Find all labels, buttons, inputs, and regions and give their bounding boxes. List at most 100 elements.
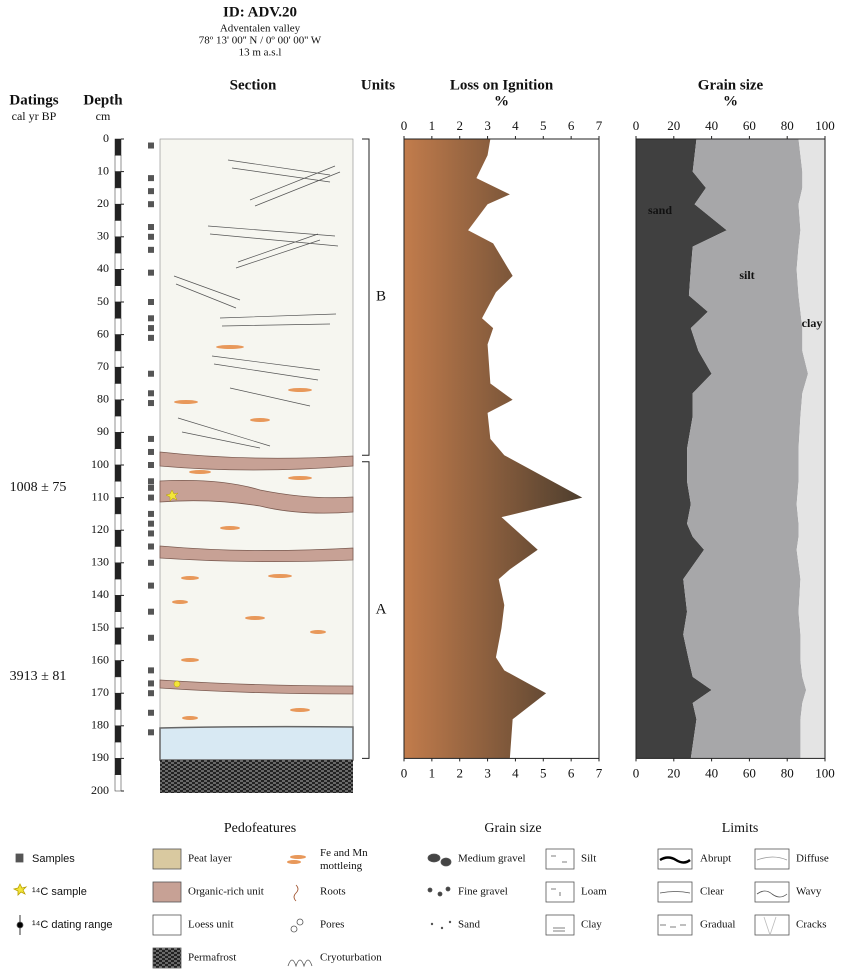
depth-bar-segment — [114, 627, 122, 645]
x-tick-label: 2 — [456, 118, 463, 133]
x-tick-label: 0 — [401, 765, 408, 780]
depth-bar-segment — [114, 236, 122, 254]
x-tick-label: 4 — [512, 765, 519, 780]
depth-tick-label: 80 — [97, 392, 109, 406]
sample — [148, 520, 154, 527]
depth-bar-segment — [114, 301, 122, 319]
depth-bar-segment — [114, 350, 122, 368]
depth-tick-label: 200 — [91, 783, 109, 797]
depth-bar-segment — [114, 562, 122, 580]
column-header: Depth — [83, 92, 123, 108]
sample — [148, 233, 154, 240]
depth-bar-segment — [114, 334, 122, 352]
depth-bar-segment — [114, 171, 122, 189]
legend-item: Wavy — [796, 886, 822, 898]
legend-item: Medium gravel — [458, 853, 526, 865]
sample — [148, 530, 154, 537]
x-tick-label: 60 — [743, 765, 756, 780]
depth-bar-segment — [114, 741, 122, 759]
sample — [148, 142, 154, 149]
depth-bar-segment — [114, 660, 122, 678]
sample — [148, 299, 154, 305]
chart-title: Loss on Ignition — [450, 77, 554, 93]
column-header: Section — [230, 77, 277, 93]
depth-bar-segment — [114, 611, 122, 629]
depth-bar-segment — [114, 529, 122, 547]
depth-bar-segment — [114, 432, 122, 449]
depth-bar-segment — [114, 203, 122, 221]
depth-bar-segment — [114, 415, 122, 433]
x-tick-label: 5 — [540, 118, 547, 133]
depth-tick-label: 150 — [91, 620, 109, 634]
legend-item: Fe and Mn mottleing — [320, 847, 368, 872]
depth-tick-label: 90 — [97, 424, 109, 438]
depth-bar-segment — [114, 481, 122, 498]
sample — [148, 510, 154, 517]
title: ID: ADV.20 — [223, 4, 297, 20]
depth-tick-label: 100 — [91, 457, 109, 471]
x-tick-label: 6 — [568, 765, 575, 780]
x-tick-label: 40 — [705, 765, 718, 780]
x-tick-label: 1 — [429, 765, 436, 780]
depth-tick-label: 70 — [97, 359, 109, 373]
grain-area — [636, 139, 727, 759]
subtitle: 78º 13' 00'' N / 0º 00' 00'' W — [199, 35, 322, 47]
depth-tick-label: 180 — [91, 718, 109, 732]
depth-bar-segment — [114, 269, 122, 286]
depth-bar-segment — [114, 725, 122, 743]
sample — [148, 559, 154, 566]
depth-bar-segment — [114, 187, 122, 205]
legend-item: Roots — [320, 886, 346, 898]
x-tick-label: 6 — [568, 118, 575, 133]
grain-area — [796, 139, 825, 759]
legend-item: Cryoturbation — [320, 952, 382, 964]
legend-item: Peat layer — [188, 853, 232, 865]
sample — [148, 175, 154, 182]
unit-bracket — [362, 461, 370, 759]
depth-bar-segment — [114, 758, 122, 775]
sample — [148, 729, 154, 736]
legend-item: Abrupt — [700, 853, 731, 865]
depth-tick-label: 110 — [91, 489, 109, 503]
depth-bar-segment — [114, 692, 122, 710]
depth-tick-label: 30 — [97, 229, 109, 243]
sample — [148, 224, 154, 231]
sample — [148, 608, 154, 615]
legend-icons — [12, 848, 790, 969]
sample — [148, 478, 154, 485]
sample — [148, 690, 154, 697]
x-tick-label: 1 — [429, 118, 436, 133]
loi-area — [404, 139, 583, 759]
sample — [148, 334, 154, 341]
dating: 1008 ± 75 — [10, 480, 67, 495]
subtitle: Adventalen valley — [220, 23, 301, 35]
depth-tick-label: 20 — [97, 196, 109, 210]
sample — [148, 462, 154, 468]
depth-bar-segment — [114, 774, 122, 792]
depth-bar-segment — [114, 546, 122, 564]
x-tick-label: 4 — [512, 118, 519, 133]
sample — [148, 370, 154, 377]
x-tick-label: 5 — [540, 765, 547, 780]
sample — [148, 582, 154, 589]
legend-item: Cracks — [796, 919, 827, 931]
axis-label: % — [723, 93, 738, 109]
x-tick-label: 2 — [456, 765, 463, 780]
legend-item: Pores — [320, 919, 344, 931]
x-tick-label: 80 — [781, 765, 794, 780]
column-unit: cm — [96, 109, 111, 123]
legend-title: Pedofeatures — [224, 821, 296, 836]
legend-title: Limits — [722, 821, 759, 836]
depth-bar-segment — [114, 578, 122, 596]
depth-tick-label: 50 — [97, 294, 109, 308]
subtitle: 13 m a.s.l — [239, 47, 282, 59]
depth-tick-label: 170 — [91, 685, 109, 699]
sample — [148, 325, 154, 332]
x-tick-label: 20 — [667, 118, 680, 133]
legend-item: Permafrost — [188, 952, 236, 964]
sample — [148, 435, 154, 442]
x-tick-label: 7 — [596, 118, 603, 133]
depth-bar-segment — [114, 383, 122, 401]
sample — [148, 484, 154, 491]
